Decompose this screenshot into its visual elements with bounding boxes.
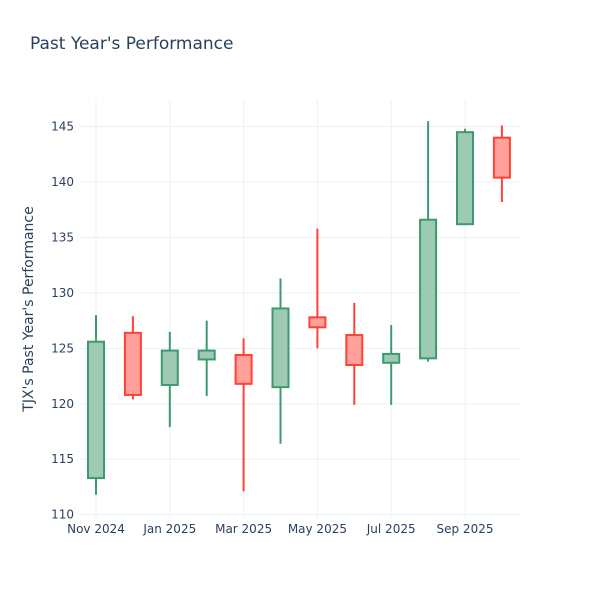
x-tick-label: May 2025 bbox=[288, 522, 347, 536]
candle-body bbox=[160, 349, 179, 386]
candle-body bbox=[419, 218, 438, 360]
y-tick-label: 125 bbox=[51, 341, 74, 355]
candle-body bbox=[234, 354, 253, 385]
y-tick-label: 110 bbox=[51, 508, 74, 522]
candle-increasing bbox=[197, 320, 216, 397]
candle-body bbox=[123, 331, 142, 396]
y-axis-label: TJX's Past Year's Performance bbox=[21, 206, 37, 412]
y-tick-label: 140 bbox=[51, 175, 74, 189]
candle-decreasing bbox=[234, 338, 253, 492]
candle-increasing bbox=[419, 121, 438, 362]
candle-increasing bbox=[271, 278, 290, 444]
x-tick-label: Jan 2025 bbox=[142, 522, 196, 536]
candle-body bbox=[87, 340, 105, 480]
x-tick-label: Nov 2024 bbox=[67, 522, 125, 536]
candle-body bbox=[308, 316, 327, 329]
candle-increasing bbox=[456, 128, 474, 226]
candle-increasing bbox=[382, 325, 401, 405]
candle-decreasing bbox=[308, 228, 327, 349]
candle-body bbox=[456, 131, 474, 226]
x-tick-label: Mar 2025 bbox=[215, 522, 272, 536]
candle-decreasing bbox=[123, 316, 142, 400]
y-tick-label: 135 bbox=[51, 230, 74, 244]
y-tick-label: 120 bbox=[51, 397, 74, 411]
candle-body bbox=[492, 136, 511, 179]
candle-decreasing bbox=[345, 302, 364, 405]
y-tick-label: 145 bbox=[51, 120, 74, 134]
candle-decreasing bbox=[492, 125, 511, 203]
y-tick-label: 130 bbox=[51, 286, 74, 300]
candle-body bbox=[345, 334, 364, 366]
y-tick-label: 115 bbox=[51, 452, 74, 466]
candle-body bbox=[382, 352, 401, 364]
candle-increasing bbox=[160, 331, 179, 428]
x-tick-label: Sep 2025 bbox=[437, 522, 494, 536]
candle-body bbox=[271, 307, 290, 389]
candle-increasing bbox=[87, 315, 105, 495]
candle-body bbox=[197, 349, 216, 361]
x-tick-label: Jul 2025 bbox=[366, 522, 416, 536]
chart-title: Past Year's Performance bbox=[30, 34, 234, 54]
